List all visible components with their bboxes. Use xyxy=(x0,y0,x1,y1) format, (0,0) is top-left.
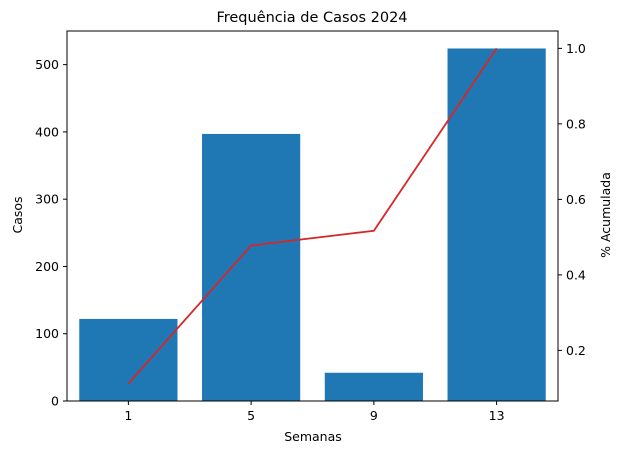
x-tick-label: 1 xyxy=(124,408,132,423)
y-axis-ticks: 0 100 200 300 400 500 xyxy=(35,57,67,409)
y-tick-label: 300 xyxy=(35,192,59,207)
y2-tick-label: 0.4 xyxy=(566,267,586,282)
x-tick-label: 13 xyxy=(489,408,505,423)
y-tick-label: 200 xyxy=(35,259,59,274)
y2-axis-label: % Acumulada xyxy=(598,172,613,258)
y-axis-label: Casos xyxy=(10,196,25,233)
y2-tick-label: 0.2 xyxy=(566,343,586,358)
y-tick-label: 100 xyxy=(35,326,59,341)
x-axis-label: Semanas xyxy=(284,429,342,444)
chart-title: Frequência de Casos 2024 xyxy=(216,10,407,26)
y-tick-label: 400 xyxy=(35,124,59,139)
cumulative-line-layer xyxy=(127,47,498,385)
y2-tick-label: 0.8 xyxy=(566,116,586,131)
y-tick-label: 0 xyxy=(51,394,59,409)
x-axis-ticks: 1 5 9 13 xyxy=(124,401,505,423)
cumulative-line xyxy=(127,47,498,385)
x-tick-label: 5 xyxy=(247,408,255,423)
bar-5 xyxy=(202,133,301,401)
bars-layer xyxy=(79,48,546,402)
y2-axis-ticks: 0.2 0.4 0.6 0.8 1.0 xyxy=(558,41,586,358)
bar-13 xyxy=(447,48,546,402)
bar-1 xyxy=(79,318,178,401)
y2-tick-label: 1.0 xyxy=(566,41,586,56)
bar-9 xyxy=(324,372,423,401)
plot-frame xyxy=(66,30,559,402)
x-tick-label: 9 xyxy=(370,408,378,423)
y2-tick-label: 0.6 xyxy=(566,192,586,207)
y-tick-label: 500 xyxy=(35,57,59,72)
